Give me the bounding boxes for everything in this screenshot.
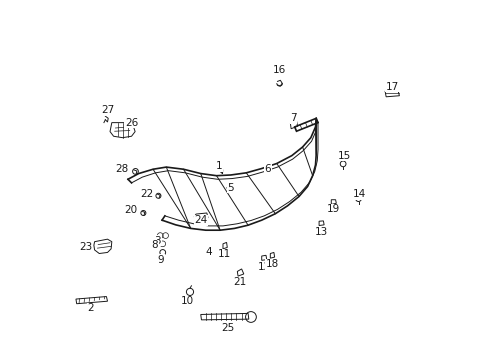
Text: 18: 18 (265, 259, 279, 269)
Text: 16: 16 (272, 64, 285, 75)
Text: 27: 27 (101, 105, 114, 115)
Text: 26: 26 (124, 118, 138, 128)
Text: 7: 7 (290, 113, 296, 123)
Text: 6: 6 (264, 164, 270, 174)
Text: 9: 9 (157, 255, 164, 265)
Text: 1: 1 (216, 161, 222, 171)
Text: 28: 28 (115, 163, 128, 174)
Text: 8: 8 (151, 240, 158, 250)
Text: 12: 12 (257, 262, 270, 272)
Text: 15: 15 (337, 150, 350, 161)
Text: 3: 3 (154, 236, 161, 246)
Text: 17: 17 (385, 82, 398, 92)
Text: 19: 19 (326, 204, 339, 215)
Text: 14: 14 (352, 189, 365, 199)
Text: 20: 20 (123, 206, 137, 216)
Text: 2: 2 (87, 303, 94, 314)
Text: 25: 25 (221, 323, 235, 333)
Text: 24: 24 (194, 215, 207, 225)
Text: 21: 21 (233, 277, 246, 287)
Text: 5: 5 (227, 183, 234, 193)
Text: 22: 22 (140, 189, 153, 199)
Text: 4: 4 (205, 247, 211, 257)
Text: 11: 11 (218, 249, 231, 259)
Text: 23: 23 (79, 242, 92, 252)
Text: 10: 10 (180, 296, 193, 306)
Text: 13: 13 (314, 227, 327, 237)
